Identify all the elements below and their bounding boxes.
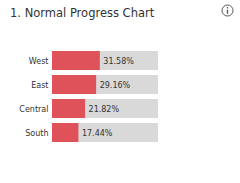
html-text:1. Normal Progress Chart: 1. Normal Progress Chart: [10, 6, 155, 20]
svg-text:29.16%: 29.16%: [100, 81, 131, 90]
svg-text:West: West: [29, 57, 49, 66]
svg-text:31.58%: 31.58%: [103, 57, 134, 66]
svg-text:East: East: [31, 81, 48, 90]
svg-text:Central: Central: [19, 105, 48, 114]
svg-text:21.82%: 21.82%: [89, 105, 120, 114]
svg-text:17.44%: 17.44%: [82, 129, 113, 138]
svg-text:South: South: [25, 129, 48, 138]
